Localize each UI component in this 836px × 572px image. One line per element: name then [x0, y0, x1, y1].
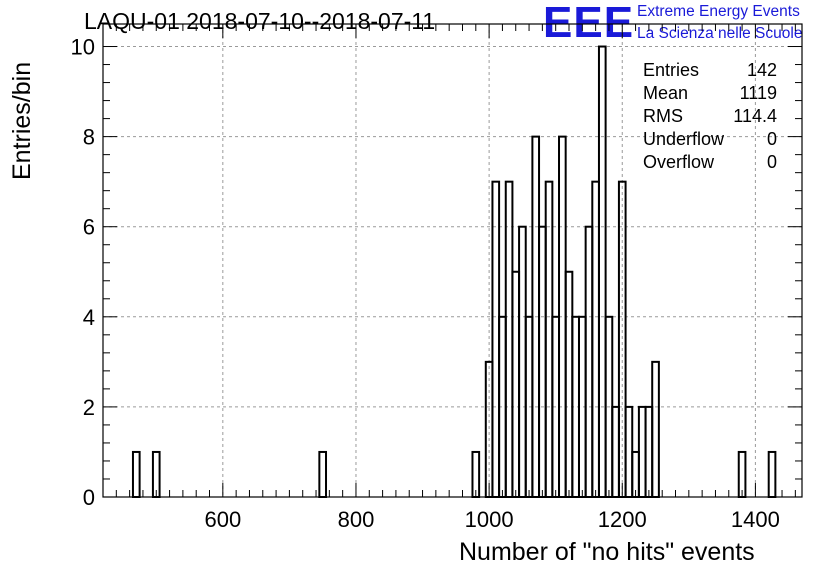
- x-axis-label: Number of "no hits" events: [459, 538, 755, 566]
- histogram-bin: [131, 450, 141, 499]
- x-tick-label: 800: [338, 507, 375, 532]
- stats-value-overflow: 0: [767, 152, 777, 172]
- stats-label-underflow: Underflow: [643, 129, 725, 149]
- x-tick-label: 1200: [598, 507, 647, 532]
- stats-value-entries: 142: [747, 60, 777, 80]
- histogram-bin: [617, 180, 627, 499]
- histogram-bin: [597, 45, 607, 499]
- y-tick-label: 6: [83, 215, 95, 240]
- histogram-bin: [651, 360, 660, 498]
- y-tick-label: 8: [83, 125, 95, 150]
- stats-value-underflow: 0: [767, 129, 777, 149]
- x-tick-label: 600: [204, 507, 241, 532]
- y-tick-label: 4: [83, 305, 95, 330]
- y-tick-label: 10: [71, 35, 95, 60]
- histogram-bin: [767, 450, 777, 499]
- x-tick-label: 1400: [731, 507, 780, 532]
- logo-text-line1: Extreme Energy Events: [637, 3, 800, 20]
- x-tick-label: 1000: [465, 507, 514, 532]
- histogram-bin: [737, 450, 747, 499]
- stats-value-mean: 1119: [740, 83, 777, 103]
- stats-label-mean: Mean: [643, 83, 688, 103]
- histogram-bin: [318, 450, 328, 499]
- y-tick-label: 0: [83, 485, 95, 510]
- stats-value-rms: 114.4: [733, 106, 777, 126]
- stats-label-overflow: Overflow: [643, 152, 715, 172]
- stats-label-entries: Entries: [643, 60, 699, 80]
- histogram-bin: [151, 450, 161, 499]
- plot-frame: [102, 23, 803, 498]
- logo-text-line2: La Scienza nelle Scuole: [637, 25, 803, 42]
- histogram-bin: [471, 450, 481, 499]
- y-tick-label: 2: [83, 395, 95, 420]
- y-axis-label: Entries/bin: [8, 61, 36, 180]
- stats-label-rms: RMS: [643, 106, 683, 126]
